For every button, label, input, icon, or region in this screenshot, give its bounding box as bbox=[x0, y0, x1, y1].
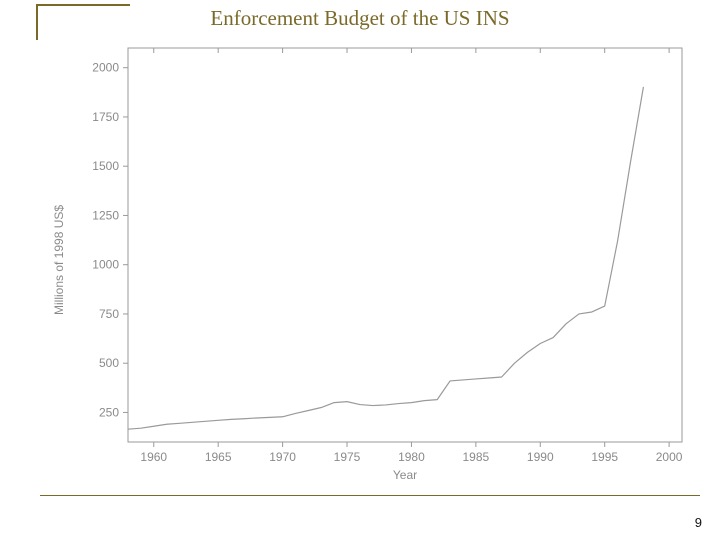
svg-text:2000: 2000 bbox=[92, 61, 119, 75]
chart-title: Enforcement Budget of the US INS bbox=[0, 6, 720, 31]
svg-text:1250: 1250 bbox=[92, 208, 119, 222]
svg-text:1500: 1500 bbox=[92, 159, 119, 173]
svg-text:2000: 2000 bbox=[656, 450, 683, 464]
svg-text:1975: 1975 bbox=[334, 450, 361, 464]
page-number: 9 bbox=[695, 515, 702, 530]
svg-text:250: 250 bbox=[99, 405, 119, 419]
svg-text:1000: 1000 bbox=[92, 258, 119, 272]
svg-text:750: 750 bbox=[99, 307, 119, 321]
svg-text:500: 500 bbox=[99, 356, 119, 370]
svg-text:1995: 1995 bbox=[591, 450, 618, 464]
svg-text:1965: 1965 bbox=[205, 450, 232, 464]
svg-text:1970: 1970 bbox=[269, 450, 296, 464]
chart-area: Millions of 1998 US$ 250 500 750 1000 1250 15… bbox=[52, 38, 692, 482]
svg-text:1990: 1990 bbox=[527, 450, 554, 464]
chart-svg: 250 500 750 1000 1250 1500 1750 2000 1960 1965 197… bbox=[52, 38, 692, 482]
slide: Enforcement Budget of the US INS Million… bbox=[0, 0, 720, 540]
bottom-divider bbox=[40, 495, 700, 496]
svg-text:Year: Year bbox=[393, 468, 417, 482]
svg-text:1980: 1980 bbox=[398, 450, 425, 464]
svg-text:1960: 1960 bbox=[140, 450, 167, 464]
svg-text:1750: 1750 bbox=[92, 110, 119, 124]
svg-text:1985: 1985 bbox=[463, 450, 490, 464]
y-axis-label: Millions of 1998 US$ bbox=[52, 205, 66, 315]
